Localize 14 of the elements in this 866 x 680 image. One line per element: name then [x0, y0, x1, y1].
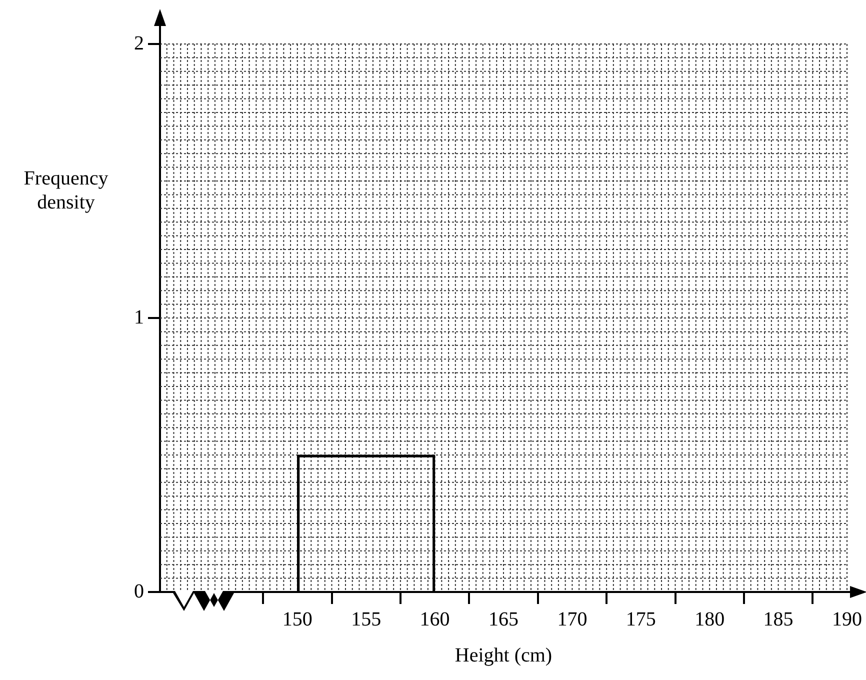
x-tick-label: 155 — [351, 608, 382, 630]
y-axis-title: Frequency density — [24, 167, 108, 214]
x-tick-label: 170 — [557, 608, 588, 630]
x-tick-label: 150 — [282, 608, 312, 630]
y-tick-label: 2 — [134, 32, 144, 54]
x-tick-label: 175 — [626, 608, 656, 630]
x-tick-label: 160 — [420, 608, 450, 630]
x-tick-label: 185 — [763, 608, 794, 630]
y-tick-label: 0 — [134, 580, 144, 602]
x-tick-label: 190 — [832, 608, 862, 630]
x-axis-title: Height (cm) — [454, 644, 552, 666]
y-tick-label: 1 — [134, 306, 144, 328]
x-tick-label: 165 — [488, 608, 518, 630]
x-tick-label: 180 — [694, 608, 725, 630]
